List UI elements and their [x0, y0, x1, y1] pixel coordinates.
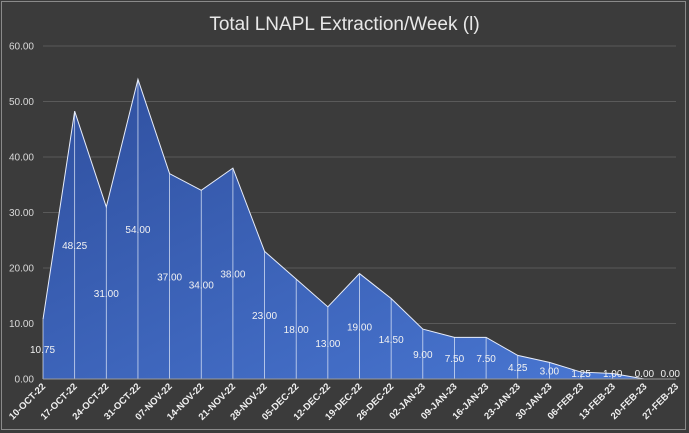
data-label: 7.50 [476, 354, 496, 365]
y-tick-label: 20.00 [9, 264, 34, 275]
data-label: 7.50 [445, 354, 465, 365]
data-label: 14.50 [379, 335, 404, 346]
data-label: 31.00 [94, 289, 119, 300]
chart-title: Total LNAPL Extraction/Week (l) [209, 14, 480, 35]
y-tick-label: 30.00 [9, 208, 34, 219]
data-label: 38.00 [220, 270, 245, 281]
data-label: 19.00 [347, 322, 372, 333]
data-label: 10.75 [30, 345, 55, 356]
y-tick-label: 10.00 [9, 319, 34, 330]
data-label: 4.25 [508, 363, 528, 374]
data-label: 54.00 [125, 225, 150, 236]
data-label: 1.00 [603, 369, 623, 380]
y-tick-label: 40.00 [9, 153, 34, 164]
data-label: 0.00 [635, 369, 655, 380]
data-label: 1.25 [571, 369, 591, 380]
data-label: 48.25 [62, 241, 87, 252]
data-label: 34.00 [189, 281, 214, 292]
y-tick-label: 0.00 [15, 375, 35, 386]
data-label: 13.00 [315, 339, 340, 350]
data-label: 37.00 [157, 272, 182, 283]
data-label: 18.00 [284, 325, 309, 336]
data-label: 23.00 [252, 311, 277, 322]
y-tick-label: 50.00 [9, 97, 34, 108]
data-label: 9.00 [413, 350, 433, 361]
data-label: 3.00 [540, 367, 560, 378]
y-tick-label: 60.00 [9, 42, 34, 53]
data-label: 0.00 [661, 369, 681, 380]
